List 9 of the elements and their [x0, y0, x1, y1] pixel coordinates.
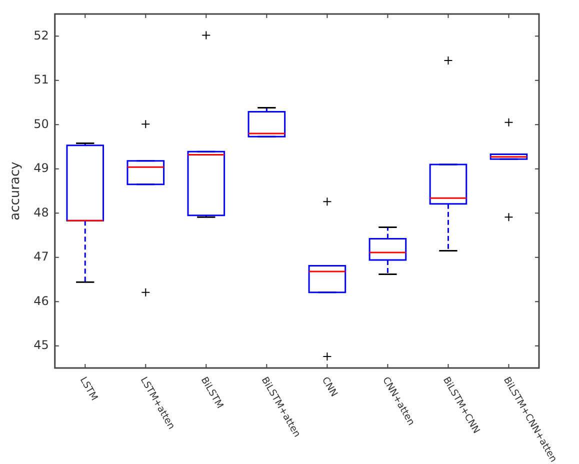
y-axis-title: accuracy: [8, 161, 24, 220]
y-tick-label: 46: [34, 294, 49, 308]
y-tick-label: 45: [34, 338, 49, 352]
y-tick-label: 51: [34, 72, 49, 86]
y-tick-label: 48: [34, 205, 49, 220]
y-tick-label: 47: [34, 250, 49, 264]
y-tick-label: 49: [34, 161, 49, 175]
y-tick-label: 52: [34, 28, 49, 42]
y-tick-label: 50: [34, 116, 49, 131]
